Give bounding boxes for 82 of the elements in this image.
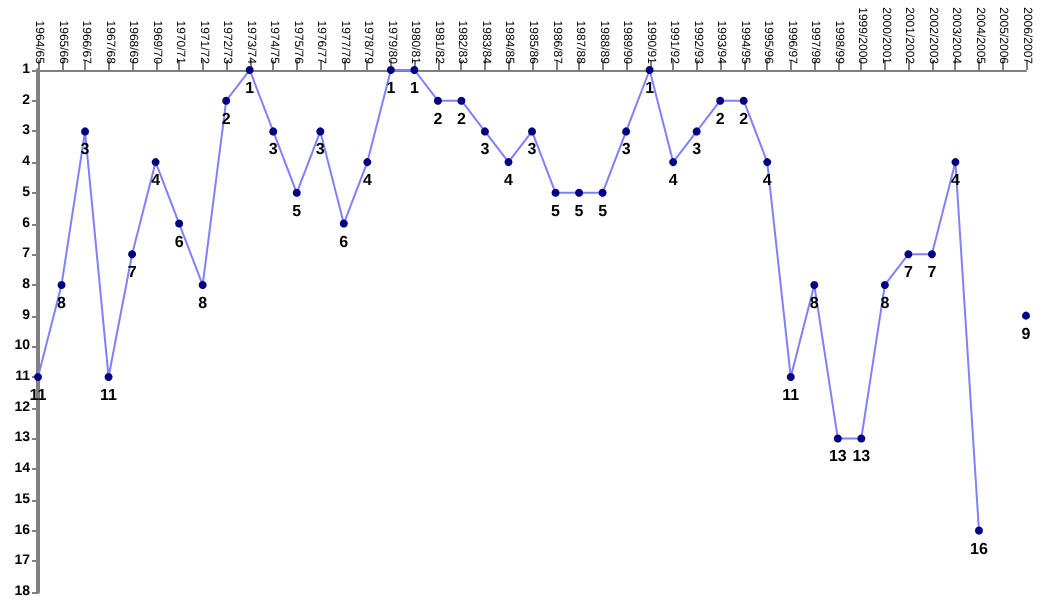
data-label: 7 <box>927 263 938 282</box>
data-label: 4 <box>151 171 162 190</box>
point <box>316 127 325 136</box>
data-label: 11 <box>782 386 801 405</box>
point <box>974 526 983 535</box>
data-label: 6 <box>174 232 185 251</box>
point <box>104 373 113 382</box>
point <box>669 158 678 167</box>
data-label: 8 <box>809 293 820 312</box>
data-label: 3 <box>621 140 632 159</box>
point <box>222 96 231 105</box>
data-label: 2 <box>739 109 750 128</box>
point <box>128 250 137 259</box>
data-label: 4 <box>504 171 515 190</box>
data-label: 3 <box>80 140 91 159</box>
data-label: 1 <box>386 79 397 97</box>
data-label: 1 <box>245 79 256 97</box>
data-label: 5 <box>574 201 585 220</box>
point <box>57 280 66 289</box>
point <box>245 66 254 74</box>
point <box>433 96 442 105</box>
point <box>410 66 419 74</box>
data-label: 2 <box>433 109 444 128</box>
point <box>339 219 348 228</box>
data-label: 3 <box>315 140 326 159</box>
point <box>198 280 207 289</box>
data-label: 4 <box>762 171 773 190</box>
data-label: 13 <box>828 447 848 466</box>
data-label: 8 <box>198 293 209 312</box>
point <box>1022 311 1030 320</box>
data-label: 8 <box>57 293 68 312</box>
data-label: 13 <box>852 447 872 466</box>
data-label: 2 <box>456 109 467 128</box>
data-label: 5 <box>292 201 303 220</box>
data-label: 4 <box>668 171 679 190</box>
point <box>175 219 184 228</box>
point <box>551 188 560 197</box>
point <box>363 158 372 167</box>
point <box>951 158 960 167</box>
point <box>598 188 607 197</box>
data-label: 9 <box>1021 324 1032 343</box>
point <box>528 127 536 136</box>
data-label: 6 <box>339 232 350 251</box>
data-label: 3 <box>268 140 279 159</box>
point <box>575 188 584 197</box>
point <box>480 127 489 136</box>
point <box>880 280 889 289</box>
point <box>504 158 513 167</box>
data-label: 7 <box>903 263 914 282</box>
data-label: 2 <box>715 109 726 128</box>
point <box>739 96 748 105</box>
data-label: 3 <box>692 140 703 159</box>
data-label: 16 <box>970 539 989 558</box>
data-label: 11 <box>100 386 119 405</box>
point <box>622 127 631 136</box>
point <box>763 158 772 167</box>
data-label: 7 <box>127 263 138 282</box>
data-label: 4 <box>950 171 961 190</box>
data-label: 1 <box>645 79 656 97</box>
point <box>645 66 654 74</box>
data-label: 3 <box>527 140 538 159</box>
data-label: 3 <box>480 140 491 159</box>
point <box>386 66 395 74</box>
data-label: 2 <box>221 109 232 128</box>
point <box>904 250 913 259</box>
point <box>269 127 278 136</box>
point <box>692 127 701 136</box>
data-label: 8 <box>880 293 891 312</box>
point <box>81 127 90 136</box>
point <box>927 250 936 259</box>
data-label: 5 <box>551 201 562 220</box>
point <box>786 373 795 382</box>
point <box>810 280 819 289</box>
data-label: 5 <box>598 201 609 220</box>
point <box>716 96 725 105</box>
point <box>151 158 160 167</box>
point <box>457 96 466 105</box>
point <box>292 188 301 197</box>
point <box>833 434 842 443</box>
point <box>857 434 866 443</box>
data-label: 4 <box>362 171 373 190</box>
data-label: 1 <box>409 79 420 97</box>
